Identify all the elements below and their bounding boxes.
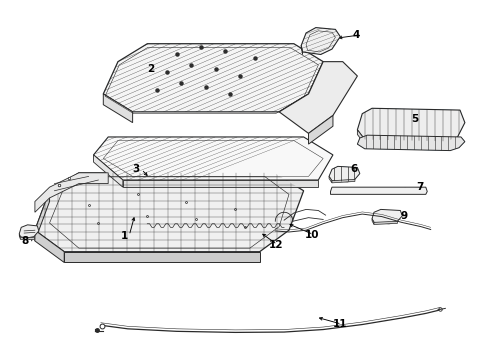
Polygon shape xyxy=(123,180,318,187)
Polygon shape xyxy=(309,116,333,144)
Text: 1: 1 xyxy=(121,231,128,240)
Polygon shape xyxy=(94,137,333,180)
Polygon shape xyxy=(35,191,49,241)
Polygon shape xyxy=(357,130,365,144)
Text: 12: 12 xyxy=(269,239,283,249)
Polygon shape xyxy=(329,166,360,182)
Polygon shape xyxy=(103,44,323,112)
Polygon shape xyxy=(35,173,108,212)
Polygon shape xyxy=(372,210,402,224)
Polygon shape xyxy=(103,44,323,112)
Polygon shape xyxy=(357,135,465,150)
Polygon shape xyxy=(374,221,397,225)
Polygon shape xyxy=(103,94,133,123)
Polygon shape xyxy=(331,187,427,194)
Polygon shape xyxy=(365,139,446,146)
Polygon shape xyxy=(35,173,304,252)
Polygon shape xyxy=(94,137,333,180)
Polygon shape xyxy=(357,135,465,150)
Polygon shape xyxy=(301,28,340,54)
Text: 8: 8 xyxy=(21,236,28,246)
Polygon shape xyxy=(19,225,39,238)
Text: 10: 10 xyxy=(305,230,319,239)
Text: 9: 9 xyxy=(400,211,408,221)
Polygon shape xyxy=(332,179,355,183)
Polygon shape xyxy=(309,62,323,105)
Polygon shape xyxy=(329,176,332,183)
Polygon shape xyxy=(301,45,303,54)
Polygon shape xyxy=(94,155,123,187)
Text: 2: 2 xyxy=(147,64,154,74)
Polygon shape xyxy=(20,237,34,239)
Text: 4: 4 xyxy=(352,30,360,40)
Polygon shape xyxy=(357,108,465,141)
Polygon shape xyxy=(301,28,340,54)
Polygon shape xyxy=(19,234,20,239)
Polygon shape xyxy=(357,108,465,141)
Polygon shape xyxy=(329,166,360,182)
Polygon shape xyxy=(35,173,304,252)
Polygon shape xyxy=(279,62,357,134)
Polygon shape xyxy=(35,230,64,262)
Polygon shape xyxy=(372,219,374,225)
Text: 7: 7 xyxy=(416,182,423,192)
Text: 3: 3 xyxy=(133,164,140,174)
Text: 6: 6 xyxy=(350,164,357,174)
Polygon shape xyxy=(64,252,260,262)
Text: 5: 5 xyxy=(411,114,418,124)
Text: 11: 11 xyxy=(333,319,347,329)
